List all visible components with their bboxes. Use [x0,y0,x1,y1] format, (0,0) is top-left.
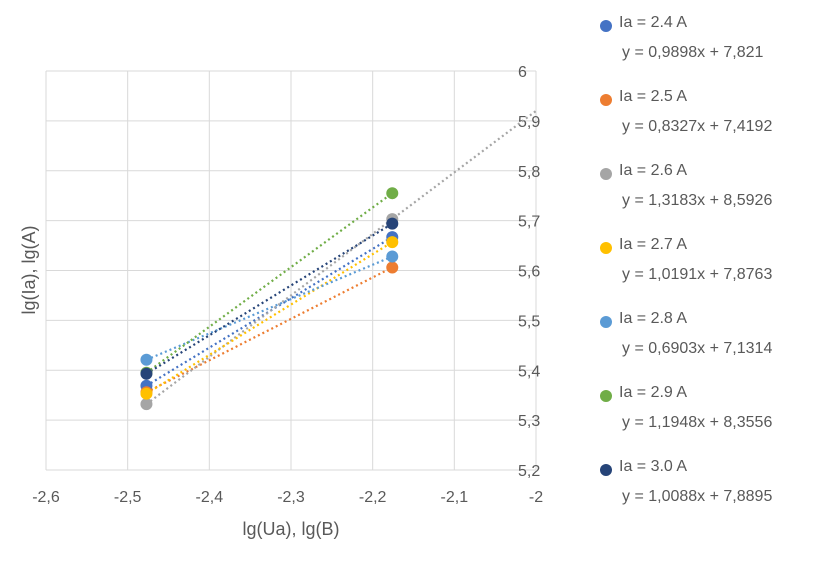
y-tick-label: 5,9 [518,114,540,131]
trendline-equation: y = 0,9898x + 7,821 [622,44,764,61]
y-tick-label: 5,6 [518,264,540,281]
x-tick-label: -2 [529,489,543,506]
gridlines [45,70,537,471]
trendline [145,192,393,374]
scatter-chart: -2,6 -2,5 -2,4 -2,3 -2,2 -2,1 -2 5,25,35,45,55… [19,64,543,539]
legend-marker [600,168,612,180]
data-points [140,187,399,411]
x-tick-label: -2,2 [359,489,387,506]
x-tick-label: -2,1 [441,489,469,506]
y-axis-ticks: 5,2 5,3 5,4 5,5 5,6 5,7 5,8 5,9 6 [518,64,540,480]
data-point [386,261,399,274]
data-point [386,236,399,249]
legend-item: Ia = 2.6 A y = 1,3183x + 8,5926 [600,162,830,222]
legend-item: Ia = 2.9 A y = 1,1948x + 8,3556 [600,384,830,444]
trendline-equation: y = 0,6903x + 7,1314 [622,340,773,357]
y-tick-label: 5,7 [518,214,540,231]
y-tick-label: 5,3 [518,413,540,430]
legend-marker [600,242,612,254]
data-point [386,217,399,230]
x-tick-label: -2,4 [196,489,224,506]
legend-label: Ia = 2.8 A [619,310,688,327]
y-tick-label: 5,4 [518,363,540,380]
trendline [145,110,537,406]
trendline-equation: y = 1,0191x + 7,8763 [622,266,773,283]
legend-item: Ia = 2.5 A y = 0,8327x + 7,4192 [600,88,830,148]
data-point [140,353,153,366]
legend-item: Ia = 2.8 A y = 0,6903x + 7,1314 [600,310,830,370]
data-point [386,187,399,200]
legend-label: Ia = 3.0 A [619,458,688,475]
legend-marker [600,464,612,476]
legend-marker [600,390,612,402]
legend-item: Ia = 3.0 A y = 1,0088x + 7,8895 [600,458,830,518]
x-tick-label: -2,5 [114,489,142,506]
legend-label: Ia = 2.4 A [619,14,688,31]
trendline [145,266,393,394]
trendline [145,222,393,375]
legend-label: Ia = 2.5 A [619,88,688,105]
trendline-equation: y = 1,0088x + 7,8895 [622,488,773,505]
data-point [140,367,153,380]
trendline [146,255,393,361]
legend-label: Ia = 2.6 A [619,162,688,179]
y-tick-label: 6 [518,64,527,81]
x-tick-label: -2,6 [32,489,60,506]
trendline-equation: y = 1,1948x + 8,3556 [622,414,773,431]
trendline-equation: y = 0,8327x + 7,4192 [622,118,773,135]
trendline [145,236,393,387]
x-axis-title: lg(Ua), lg(B) [242,519,339,539]
y-tick-label: 5,8 [518,164,540,181]
legend-label: Ia = 2.7 A [619,236,688,253]
data-point [140,387,153,400]
x-axis-ticks: -2,6 -2,5 -2,4 -2,3 -2,2 -2,1 -2 [32,489,543,506]
legend-item: Ia = 2.4 A y = 0,9898x + 7,821 [600,14,830,74]
y-tick-label: 5,5 [518,313,540,330]
legend-marker [600,94,612,106]
legend-marker [600,316,612,328]
data-point [140,398,153,411]
data-point [386,250,399,263]
legend-marker [600,20,612,32]
y-axis-title: lg(Ia), lg(A) [19,225,39,314]
trendline [145,241,393,395]
legend-label: Ia = 2.9 A [619,384,688,401]
trendline-equation: y = 1,3183x + 8,5926 [622,192,773,209]
trendlines [145,110,537,406]
x-tick-label: -2,3 [277,489,305,506]
legend-item: Ia = 2.7 A y = 1,0191x + 7,8763 [600,236,830,296]
y-tick-label: 5,2 [518,463,540,480]
